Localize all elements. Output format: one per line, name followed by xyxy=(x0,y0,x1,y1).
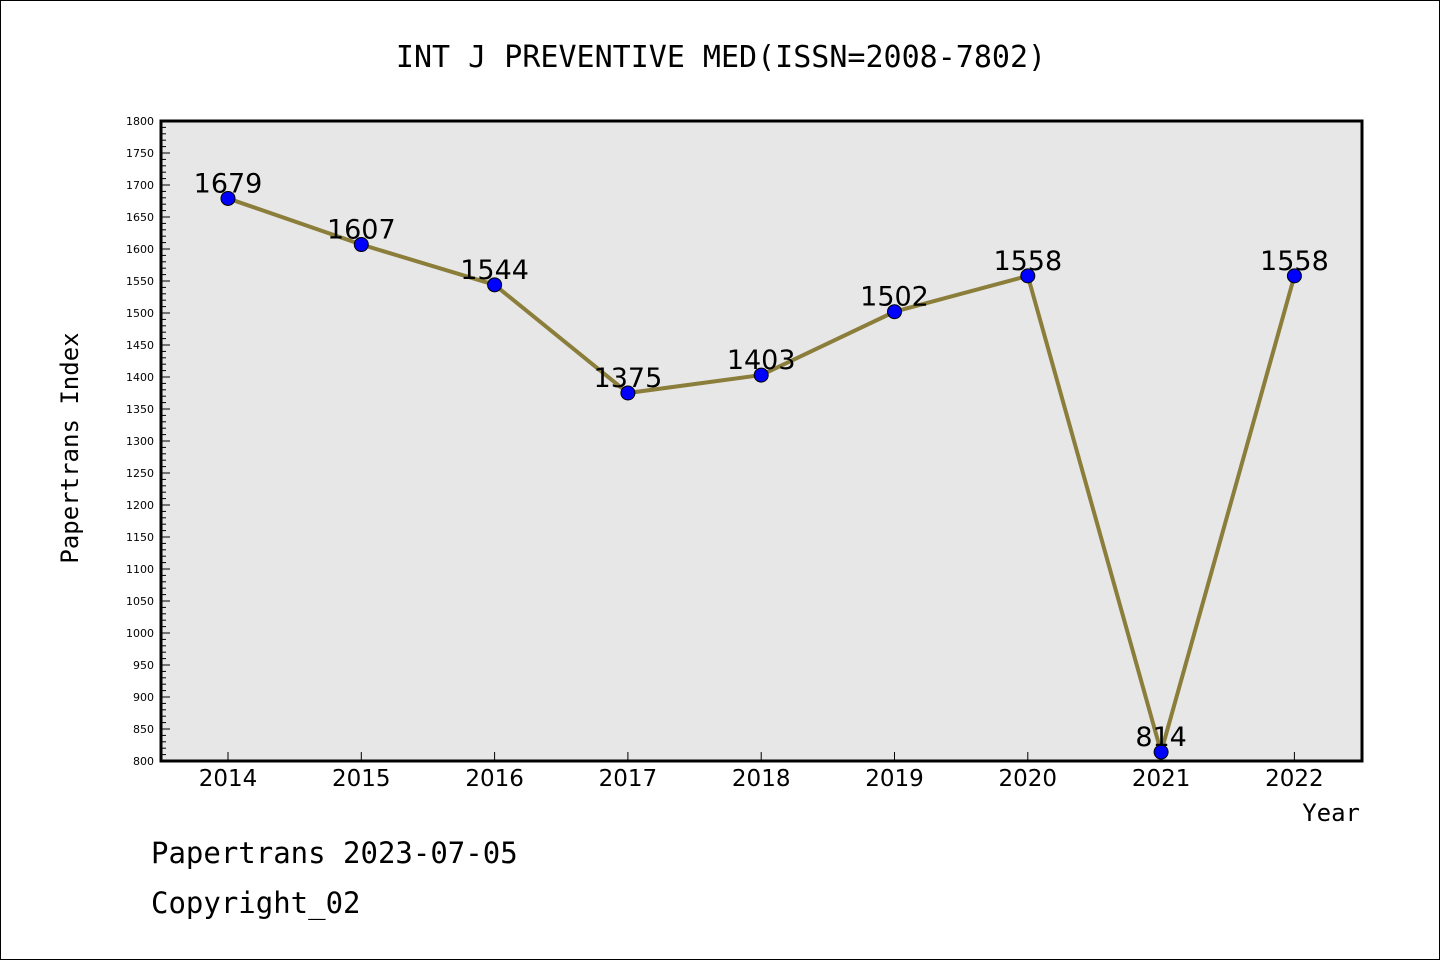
data-point xyxy=(353,237,369,253)
x-axis-label: Year xyxy=(1302,799,1360,827)
data-label: 1679 xyxy=(194,168,263,199)
y-tick-label: 1800 xyxy=(126,115,154,128)
y-tick-label: 1100 xyxy=(126,563,154,576)
y-tick-label: 1300 xyxy=(126,435,154,448)
data-label: 1544 xyxy=(460,255,529,286)
x-tick-label: 2019 xyxy=(865,766,924,792)
y-tick-label: 1500 xyxy=(126,307,154,320)
y-tick-label: 1050 xyxy=(126,595,154,608)
x-tick-label: 2018 xyxy=(732,766,791,792)
data-label: 1502 xyxy=(860,282,929,313)
footer-copyright: Copyright_02 xyxy=(151,886,361,920)
data-label: 814 xyxy=(1135,722,1187,753)
y-tick-label: 1750 xyxy=(126,147,154,160)
y-tick-label: 900 xyxy=(133,691,154,704)
data-point xyxy=(487,277,503,293)
y-tick-label: 1200 xyxy=(126,499,154,512)
data-label: 1558 xyxy=(1260,246,1329,277)
y-axis-label: Papertrans Index xyxy=(56,332,84,563)
y-tick-label: 1450 xyxy=(126,339,154,352)
data-label: 1558 xyxy=(993,246,1062,277)
x-axis: 2014 2015 2016 2017 2018 2019 2020 2021 2022 xyxy=(199,752,1324,792)
x-tick-label: 2022 xyxy=(1265,766,1324,792)
y-tick-label: 1550 xyxy=(126,275,154,288)
data-label: 1403 xyxy=(727,345,796,376)
data-point xyxy=(753,367,769,383)
data-point xyxy=(1153,744,1169,760)
data-point xyxy=(220,190,236,206)
data-labels: 1679 1607 1544 1375 1403 1502 1558 814 1558 xyxy=(194,168,1329,753)
y-tick-label: 1150 xyxy=(126,531,154,544)
x-tick-label: 2016 xyxy=(465,766,524,792)
y-tick-label: 1700 xyxy=(126,179,154,192)
y-tick-label: 1650 xyxy=(126,211,154,224)
x-tick-label: 2021 xyxy=(1132,766,1191,792)
footer-source: Papertrans 2023-07-05 xyxy=(151,836,518,870)
data-label: 1607 xyxy=(327,215,396,246)
y-tick-label: 1000 xyxy=(126,627,154,640)
y-tick-label: 800 xyxy=(133,755,154,768)
data-point xyxy=(1286,268,1302,284)
y-tick-label: 1600 xyxy=(126,243,154,256)
y-tick-label: 850 xyxy=(133,723,154,736)
y-tick-label: 1400 xyxy=(126,371,154,384)
plot-area xyxy=(159,119,1364,763)
data-label: 1375 xyxy=(594,363,663,394)
chart-title: INT J PREVENTIVE MED(ISSN=2008-7802) xyxy=(396,40,1046,75)
x-tick-label: 2017 xyxy=(599,766,658,792)
series-markers xyxy=(220,190,1302,760)
x-tick-label: 2020 xyxy=(999,766,1058,792)
y-tick-label: 950 xyxy=(133,659,154,672)
data-point xyxy=(620,385,636,401)
data-point xyxy=(887,304,902,320)
y-tick-label: 1250 xyxy=(126,467,154,480)
y-axis: 800 850 900 950 1000 1050 1100 1150 1200 1250 1300… xyxy=(126,115,170,768)
y-tick-label: 1350 xyxy=(126,403,154,416)
x-tick-label: 2015 xyxy=(332,766,391,792)
data-point xyxy=(1020,268,1036,284)
x-tick-label: 2014 xyxy=(199,766,258,792)
